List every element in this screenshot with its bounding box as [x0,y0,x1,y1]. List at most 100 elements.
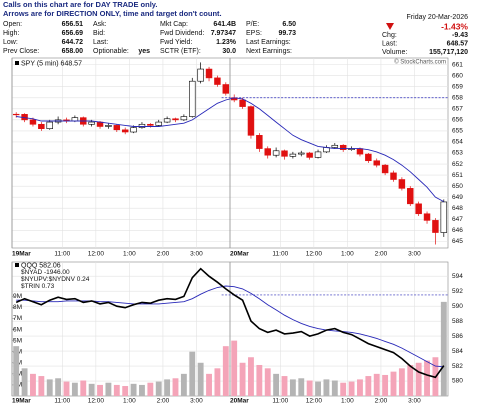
legend-text: $NYUPV:$NYDNV 0.24 [21,276,90,283]
note-line: Arrows are for DIRECTION ONLY, time and … [3,9,222,18]
candle-body [222,84,230,94]
candle-body [180,116,188,121]
candle-body [121,129,129,133]
x-tick-label: 2:00 [157,251,170,258]
copyright: © StockCharts.com [394,59,446,66]
y-tick-label: 7M [13,315,22,322]
x-tick-label: 19Mar [12,251,31,258]
x-tick-label: 19Mar [12,398,31,405]
volume-bar [273,373,280,396]
price-line [15,267,445,379]
candle-body [289,153,297,157]
y2-tick-label: 645 [452,238,463,245]
quote-label: P/E: [246,21,259,28]
quote-label: Next Earnings: [246,48,292,55]
stat-label: Volume: [382,49,407,56]
candle-body [423,213,431,221]
quote-label: Open: [3,21,22,28]
volume-bar [80,380,87,396]
x-tick-label: 11:00 [54,398,70,405]
legend-swatch [15,263,19,267]
volume-bar [248,357,254,396]
legend-text: $TRIN 0.73 [21,283,55,290]
volume-bar [214,368,221,396]
quote-value: 7.97347 [211,30,236,37]
candle-body [214,77,221,85]
candle-body [356,148,364,155]
quote-label: Last: [93,39,108,46]
volume-bar [331,380,338,396]
volume-bar [298,378,305,396]
quote-value: 641.4B [213,21,236,28]
stat-label: Last: [382,40,397,47]
candle-body [331,144,339,148]
volume-bar [139,384,145,396]
volume-bar [264,368,271,396]
quote-value: 6.50 [282,21,296,28]
stat-value: 648.57 [447,40,469,47]
candle-body [205,68,213,79]
volume-bar [155,381,162,396]
volume-bar [424,360,430,396]
moving-average [16,97,445,202]
candle-body [247,106,255,136]
x-tick-label: 12:00 [306,251,323,258]
candle-body [298,152,305,155]
candle-body [440,201,448,233]
candle-body [130,127,137,133]
x-tick-label: 3:00 [408,251,421,258]
quote-value: 1.23% [216,39,237,46]
candle-body [38,123,45,129]
volume-bar [348,381,355,396]
volume-bar [130,383,137,396]
x-tick-label: 11:00 [54,251,70,258]
volume-bar [164,379,171,396]
volume-bar [71,382,78,396]
y2-tick-label: 656 [452,117,463,124]
y2-tick-label: 580 [452,378,463,385]
quote-label: Bid: [93,30,105,37]
candle-body [314,151,322,158]
quote-value: 656.69 [62,30,84,37]
quote-value: 30.0 [222,48,236,55]
y2-tick-label: 646 [452,227,463,234]
quote-label: High: [3,30,19,37]
y2-tick-label: 592 [452,288,463,295]
legend-text: SPY (5 min) 648.57 [21,60,82,67]
y-tick-label: 9M [13,293,22,300]
y2-tick-label: 651 [452,172,463,179]
candle-body [172,118,179,121]
x-tick-label: 12:00 [88,251,105,258]
volume-bar [398,368,405,396]
quote-value: 656.51 [62,21,84,28]
y2-tick-label: 661 [452,61,463,68]
volume-bar [440,301,447,396]
candle-body [281,150,288,157]
volume-bar [197,362,204,396]
y2-tick-label: 659 [452,83,463,90]
y2-tick-label: 582 [452,363,463,370]
volume-bar [105,382,112,396]
y2-tick-label: 655 [452,128,463,135]
x-tick-label: 2:00 [375,251,388,258]
volume-bar [113,384,120,396]
x-tick-label: 2:00 [375,398,388,405]
quote-date: Friday 20-Mar-2026 [407,14,469,21]
volume-bar [97,384,103,396]
quote-label: Optionable: [93,48,129,55]
candle-body [390,172,397,180]
y-tick-label: 5M [13,337,22,344]
y2-tick-label: 590 [452,303,463,310]
x-tick-label: 1:00 [123,398,136,405]
candle-body [88,121,95,125]
candle-body [272,150,280,156]
volume-bar [88,383,95,396]
volume-bar [281,376,288,396]
candle-body [29,119,37,125]
volume-bar [206,373,212,396]
quote-value: 658.00 [62,48,84,55]
candle-body [398,179,406,189]
x-tick-label: 20Mar [230,398,249,405]
y2-tick-label: 658 [452,94,463,101]
